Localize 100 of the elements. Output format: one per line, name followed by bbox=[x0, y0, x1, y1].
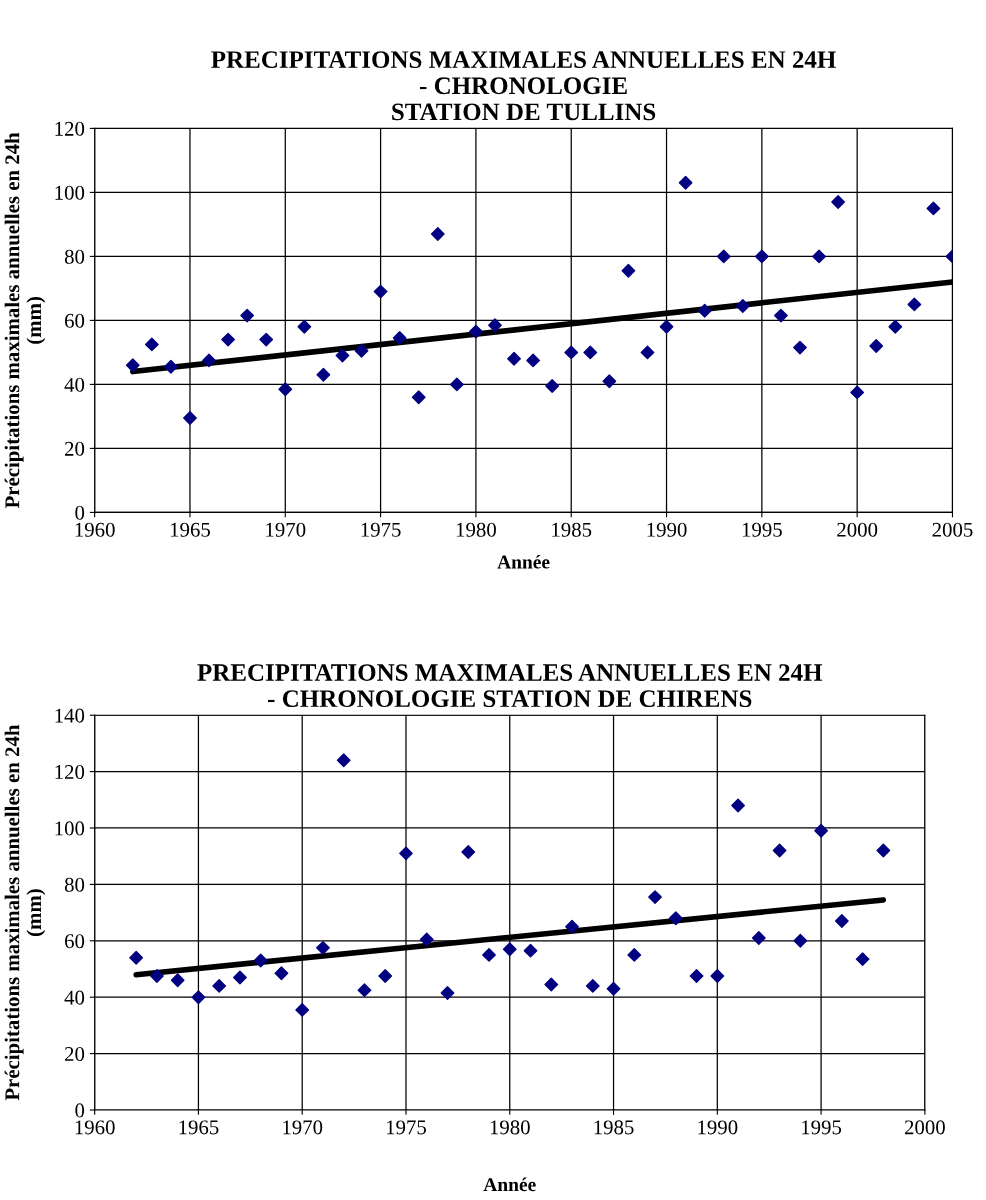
point bbox=[170, 973, 185, 988]
point bbox=[354, 343, 369, 358]
point bbox=[233, 970, 247, 985]
point bbox=[585, 979, 600, 993]
x-tick-label: 1995 bbox=[742, 522, 782, 537]
chart-title: PRECIPITATIONS MAXIMALES ANNUELLES EN 24H - CHRONOLOGIE STATION DE TULLINS bbox=[211, 51, 836, 121]
point bbox=[240, 308, 255, 323]
point bbox=[502, 942, 517, 957]
point bbox=[411, 390, 426, 405]
point bbox=[316, 367, 331, 382]
y-tick-label: 140 bbox=[55, 708, 85, 723]
x-tick-label: 1990 bbox=[698, 1120, 738, 1135]
point bbox=[191, 990, 206, 1005]
y-tick-label: 0 bbox=[75, 505, 85, 520]
y-axis-title: Précipitations maximales annuelles en 24h (mm) bbox=[4, 132, 46, 509]
point bbox=[295, 1002, 310, 1017]
point bbox=[150, 969, 164, 983]
y-tick-label: 100 bbox=[55, 821, 85, 836]
point bbox=[606, 981, 621, 996]
x-tick-label: 1985 bbox=[552, 522, 592, 537]
x-tick-label: 1995 bbox=[802, 1120, 842, 1135]
point bbox=[129, 950, 144, 965]
point bbox=[876, 843, 891, 858]
point bbox=[297, 319, 312, 334]
point bbox=[316, 940, 330, 955]
y-tick-label: 40 bbox=[64, 377, 85, 392]
point bbox=[488, 318, 502, 333]
point bbox=[689, 969, 704, 983]
point bbox=[545, 379, 560, 393]
x-tick-label: 1960 bbox=[75, 1120, 115, 1135]
x-tick-label: 1985 bbox=[594, 1120, 634, 1135]
y-tick-label: 120 bbox=[55, 764, 85, 780]
point bbox=[772, 843, 787, 858]
point bbox=[449, 377, 464, 392]
point bbox=[221, 332, 236, 347]
point bbox=[850, 385, 865, 400]
point bbox=[274, 966, 289, 981]
y-tick-label: 100 bbox=[55, 185, 85, 200]
x-axis-title: Année bbox=[483, 1177, 536, 1192]
point bbox=[565, 919, 579, 934]
point bbox=[697, 303, 712, 318]
point bbox=[507, 351, 521, 366]
point bbox=[812, 249, 826, 264]
point bbox=[564, 345, 579, 360]
point bbox=[399, 846, 413, 861]
point bbox=[602, 374, 617, 389]
point bbox=[814, 823, 828, 838]
point bbox=[834, 914, 849, 928]
point bbox=[164, 359, 178, 374]
y-tick-label: 0 bbox=[75, 1103, 85, 1118]
point bbox=[710, 969, 725, 983]
point bbox=[482, 947, 496, 962]
point bbox=[640, 345, 655, 360]
point bbox=[523, 943, 538, 958]
x-tick-label: 1980 bbox=[456, 522, 496, 537]
point bbox=[461, 845, 476, 859]
point bbox=[716, 249, 731, 264]
x-tick-label: 1975 bbox=[361, 522, 401, 537]
y-axis-title: Précipitations maximales annuelles en 24h (mm) bbox=[4, 724, 46, 1101]
y-tick-label: 120 bbox=[55, 121, 85, 136]
x-tick-label: 1965 bbox=[179, 1120, 219, 1135]
point bbox=[278, 382, 293, 397]
point bbox=[648, 890, 662, 904]
point bbox=[526, 353, 541, 368]
x-axis-title: Année bbox=[497, 554, 550, 569]
point bbox=[793, 340, 807, 355]
point bbox=[440, 986, 455, 1000]
point bbox=[544, 977, 559, 992]
point bbox=[855, 952, 870, 967]
x-tick-label: 1965 bbox=[170, 522, 210, 537]
x-tick-label: 1960 bbox=[75, 522, 115, 537]
point bbox=[419, 932, 434, 947]
point bbox=[793, 933, 808, 948]
point bbox=[212, 979, 227, 993]
point bbox=[253, 953, 268, 968]
point bbox=[678, 175, 693, 190]
y-tick-label: 20 bbox=[65, 441, 85, 456]
x-tick-label: 1990 bbox=[647, 522, 687, 537]
x-tick-label: 1975 bbox=[386, 1120, 427, 1135]
point bbox=[735, 299, 750, 313]
point bbox=[259, 332, 274, 347]
point bbox=[125, 358, 140, 373]
y-tick-label: 20 bbox=[65, 1046, 85, 1062]
point bbox=[430, 227, 445, 241]
y-tick-label: 40 bbox=[64, 990, 85, 1005]
x-tick-label: 1970 bbox=[266, 522, 306, 537]
point bbox=[469, 324, 483, 339]
point bbox=[335, 348, 350, 363]
point bbox=[392, 331, 407, 345]
point bbox=[774, 308, 788, 323]
y-tick-label: 80 bbox=[64, 877, 85, 892]
point bbox=[907, 297, 922, 312]
point bbox=[888, 319, 903, 334]
y-tick-label: 60 bbox=[65, 934, 85, 949]
point bbox=[583, 345, 598, 360]
x-tick-label: 1980 bbox=[490, 1120, 530, 1135]
point bbox=[751, 931, 766, 945]
x-tick-label: 2000 bbox=[904, 1120, 945, 1135]
point bbox=[357, 983, 372, 998]
point bbox=[754, 249, 769, 264]
